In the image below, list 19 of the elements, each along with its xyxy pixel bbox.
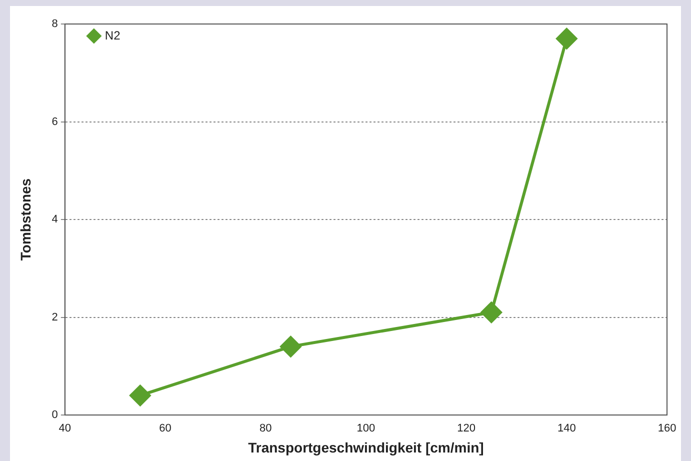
y-tick-label: 2 [52, 311, 58, 324]
point [130, 384, 151, 406]
x-tick-label: 160 [658, 422, 676, 435]
y-tick-label: 0 [52, 409, 58, 422]
x-tick-label: 80 [259, 422, 272, 435]
x-tick-label: 40 [58, 422, 72, 435]
x-tick-label: 140 [557, 422, 576, 435]
x-axis-title: Transportgeschwindigkeit [cm/min] [248, 439, 484, 456]
x-tick-label: 120 [457, 422, 476, 435]
legend-label: N2 [104, 28, 121, 42]
point [480, 302, 502, 323]
point [280, 336, 302, 358]
y-tick-label: 4 [52, 214, 58, 226]
point [556, 28, 578, 50]
x-tick-label: 60 [159, 422, 172, 435]
y-axis-title: Tombstones [17, 178, 34, 261]
y-tick-label: 6 [52, 116, 58, 128]
y-tick-label: 8 [52, 18, 58, 30]
x-tick-label: 100 [356, 422, 376, 435]
